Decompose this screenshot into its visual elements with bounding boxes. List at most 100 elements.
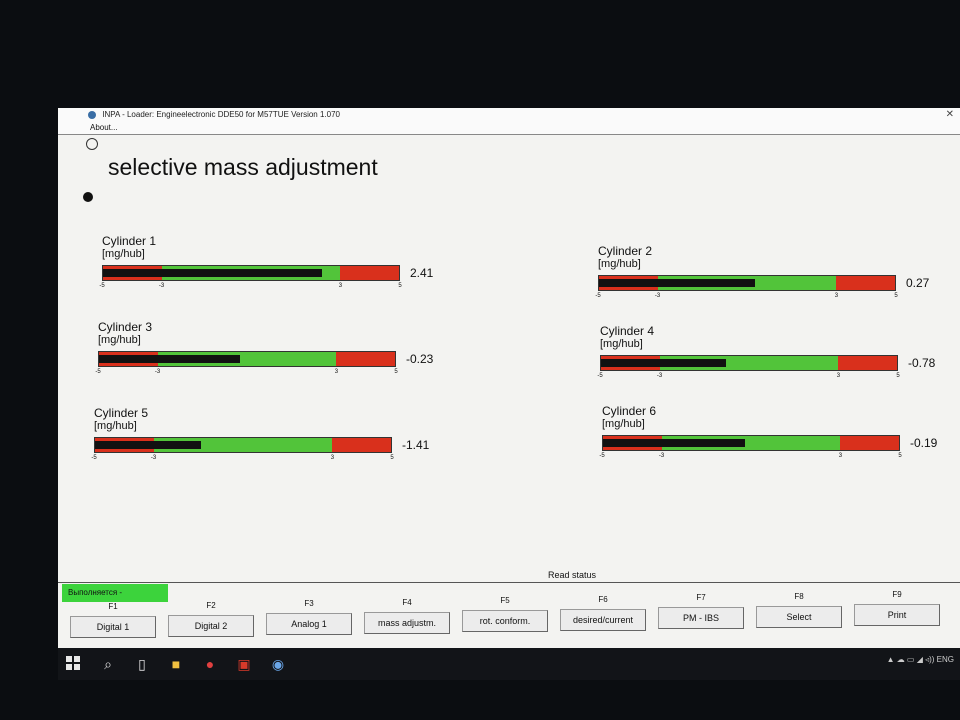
system-tray: ▲ ☁ ▭ ◢ ◃)) ENG bbox=[887, 648, 954, 672]
cylinder-value: -0.23 bbox=[406, 352, 434, 366]
cylinder-bar bbox=[600, 355, 898, 371]
function-key-f1: F1 Digital 1 bbox=[70, 602, 156, 646]
cylinder-bar bbox=[98, 351, 396, 367]
function-key-button[interactable]: mass adjustm. bbox=[364, 611, 450, 634]
function-key-button[interactable]: Digital 1 bbox=[70, 616, 156, 638]
read-status-label: Read status bbox=[548, 570, 597, 580]
title-bar: INPA - Loader: Engineelectronic DDE50 fo… bbox=[58, 108, 960, 123]
bar-ticks: -5 -3 3 5 bbox=[99, 283, 402, 293]
function-key-label: F9 bbox=[892, 590, 902, 599]
tick-label: -3 bbox=[654, 293, 661, 299]
tick-label: -5 bbox=[595, 293, 601, 299]
bar-ticks: -5 -3 3 5 bbox=[597, 373, 899, 383]
tick-label: 3 bbox=[334, 369, 339, 375]
cylinder-gauge: Cylinder 4 [mg/hub] -5 -3 3 5 -0.78 bbox=[597, 324, 960, 404]
cylinder-gauge: Cylinder 5 [mg/hub] -5 -3 3 5 -1.41 bbox=[91, 406, 454, 486]
tray-icons: ▲ ☁ ▭ ◢ ◃)) bbox=[886, 655, 937, 664]
file-explorer-icon[interactable]: ■ bbox=[171, 656, 181, 672]
tick-label: 5 bbox=[398, 283, 402, 289]
cylinder-unit: [mg/hub] bbox=[98, 334, 141, 346]
bar-red-zone-high bbox=[335, 352, 395, 366]
tick-label: -3 bbox=[658, 453, 665, 459]
tick-label: 3 bbox=[330, 455, 335, 461]
bar-red-zone-high bbox=[339, 266, 399, 280]
tick-label: 5 bbox=[390, 455, 394, 461]
tick-label: -5 bbox=[599, 453, 605, 459]
inpa-app-icon bbox=[88, 110, 96, 119]
inpa-window: INPA - Loader: Engineelectronic DDE50 fo… bbox=[58, 108, 960, 680]
cylinder-unit: [mg/hub] bbox=[600, 338, 643, 350]
cylinder-value: 0.27 bbox=[906, 276, 930, 290]
function-key-f2: F2 Digital 2 bbox=[168, 601, 254, 645]
bar-red-zone-high bbox=[837, 356, 897, 370]
bar-level-fill bbox=[599, 279, 755, 287]
function-key-label: F8 bbox=[794, 591, 804, 601]
function-key-f4: F4 mass adjustm. bbox=[364, 598, 450, 642]
cylinder-gauge: Cylinder 3 [mg/hub] -5 -3 3 5 -0.23 bbox=[95, 320, 458, 400]
bar-red-zone-high bbox=[835, 276, 895, 290]
function-key-label: F6 bbox=[598, 594, 608, 604]
cylinder-name: Cylinder 1 bbox=[102, 234, 157, 248]
function-key-f8: F8 Select bbox=[756, 592, 842, 636]
bar-level-fill bbox=[99, 355, 241, 363]
cylinder-gauge: Cylinder 2 [mg/hub] -5 -3 3 5 0.27 bbox=[595, 244, 958, 324]
window-title: INPA - Loader: Engineelectronic DDE50 fo… bbox=[102, 110, 340, 119]
cylinder-name: Cylinder 4 bbox=[600, 324, 655, 338]
function-key-button[interactable]: Print bbox=[854, 604, 940, 626]
tick-label: 5 bbox=[898, 453, 902, 459]
page-title: selective mass adjustment bbox=[108, 154, 378, 180]
status-divider bbox=[58, 582, 960, 583]
task-view-icon[interactable]: ▯ bbox=[138, 656, 146, 672]
cylinder-unit: [mg/hub] bbox=[602, 418, 645, 430]
tick-label: 3 bbox=[836, 373, 841, 379]
bar-ticks: -5 -3 3 5 bbox=[95, 369, 398, 379]
search-icon[interactable]: ⌕ bbox=[104, 656, 112, 672]
bmw-icon[interactable]: ◉ bbox=[271, 656, 285, 672]
cylinder-unit: [mg/hub] bbox=[598, 258, 641, 270]
function-key-button[interactable]: Digital 2 bbox=[168, 614, 254, 637]
tick-label: -5 bbox=[91, 455, 97, 461]
windows-start-icon[interactable] bbox=[66, 656, 80, 670]
tick-label: -5 bbox=[99, 283, 105, 289]
close-icon[interactable]: ✕ bbox=[945, 109, 954, 120]
function-key-label: F7 bbox=[696, 593, 706, 602]
tick-label: -3 bbox=[656, 373, 663, 379]
radio-indicator-empty bbox=[86, 138, 98, 150]
function-key-button[interactable]: Select bbox=[756, 605, 842, 628]
cylinder-bar bbox=[598, 275, 896, 291]
function-key-f9: F9 Print bbox=[854, 590, 940, 634]
bar-level-fill bbox=[601, 359, 726, 367]
tick-label: -5 bbox=[597, 373, 603, 379]
cylinder-name: Cylinder 2 bbox=[598, 244, 653, 258]
tick-label: 3 bbox=[834, 293, 839, 299]
function-key-f5: F5 rot. conform. bbox=[462, 596, 548, 640]
function-key-label: F2 bbox=[206, 600, 216, 610]
language-indicator[interactable]: ENG bbox=[936, 655, 954, 664]
function-key-button[interactable]: desired/current bbox=[560, 608, 646, 631]
function-key-button[interactable]: PM - IBS bbox=[658, 607, 744, 629]
tick-label: 3 bbox=[838, 453, 843, 459]
chrome-icon[interactable]: ● bbox=[205, 656, 215, 672]
cylinder-gauge: Cylinder 6 [mg/hub] -5 -3 3 5 -0.19 bbox=[599, 404, 960, 484]
cylinder-name: Cylinder 6 bbox=[602, 404, 657, 418]
bar-ticks: -5 -3 3 5 bbox=[91, 455, 394, 465]
function-key-f3: F3 Analog 1 bbox=[266, 599, 352, 643]
function-key-button[interactable]: Analog 1 bbox=[266, 613, 352, 635]
function-key-label: F3 bbox=[304, 599, 314, 608]
bar-red-zone-high bbox=[839, 436, 899, 450]
bar-level-fill bbox=[103, 269, 323, 277]
cylinder-name: Cylinder 5 bbox=[94, 406, 149, 420]
tick-label: 5 bbox=[394, 369, 398, 375]
cylinder-unit: [mg/hub] bbox=[94, 420, 137, 432]
function-key-button[interactable]: rot. conform. bbox=[462, 610, 548, 632]
app-icon[interactable]: ▣ bbox=[237, 656, 251, 672]
bar-level-fill bbox=[603, 439, 746, 447]
radio-indicator-filled bbox=[83, 192, 93, 202]
function-key-f7: F7 PM - IBS bbox=[658, 593, 744, 637]
cylinder-bar bbox=[102, 265, 400, 281]
cylinder-bar bbox=[94, 437, 392, 453]
tick-label: -5 bbox=[95, 369, 101, 375]
function-key-label: F1 bbox=[108, 602, 118, 611]
tick-label: -3 bbox=[150, 455, 157, 461]
menu-about[interactable]: About... bbox=[90, 123, 118, 132]
